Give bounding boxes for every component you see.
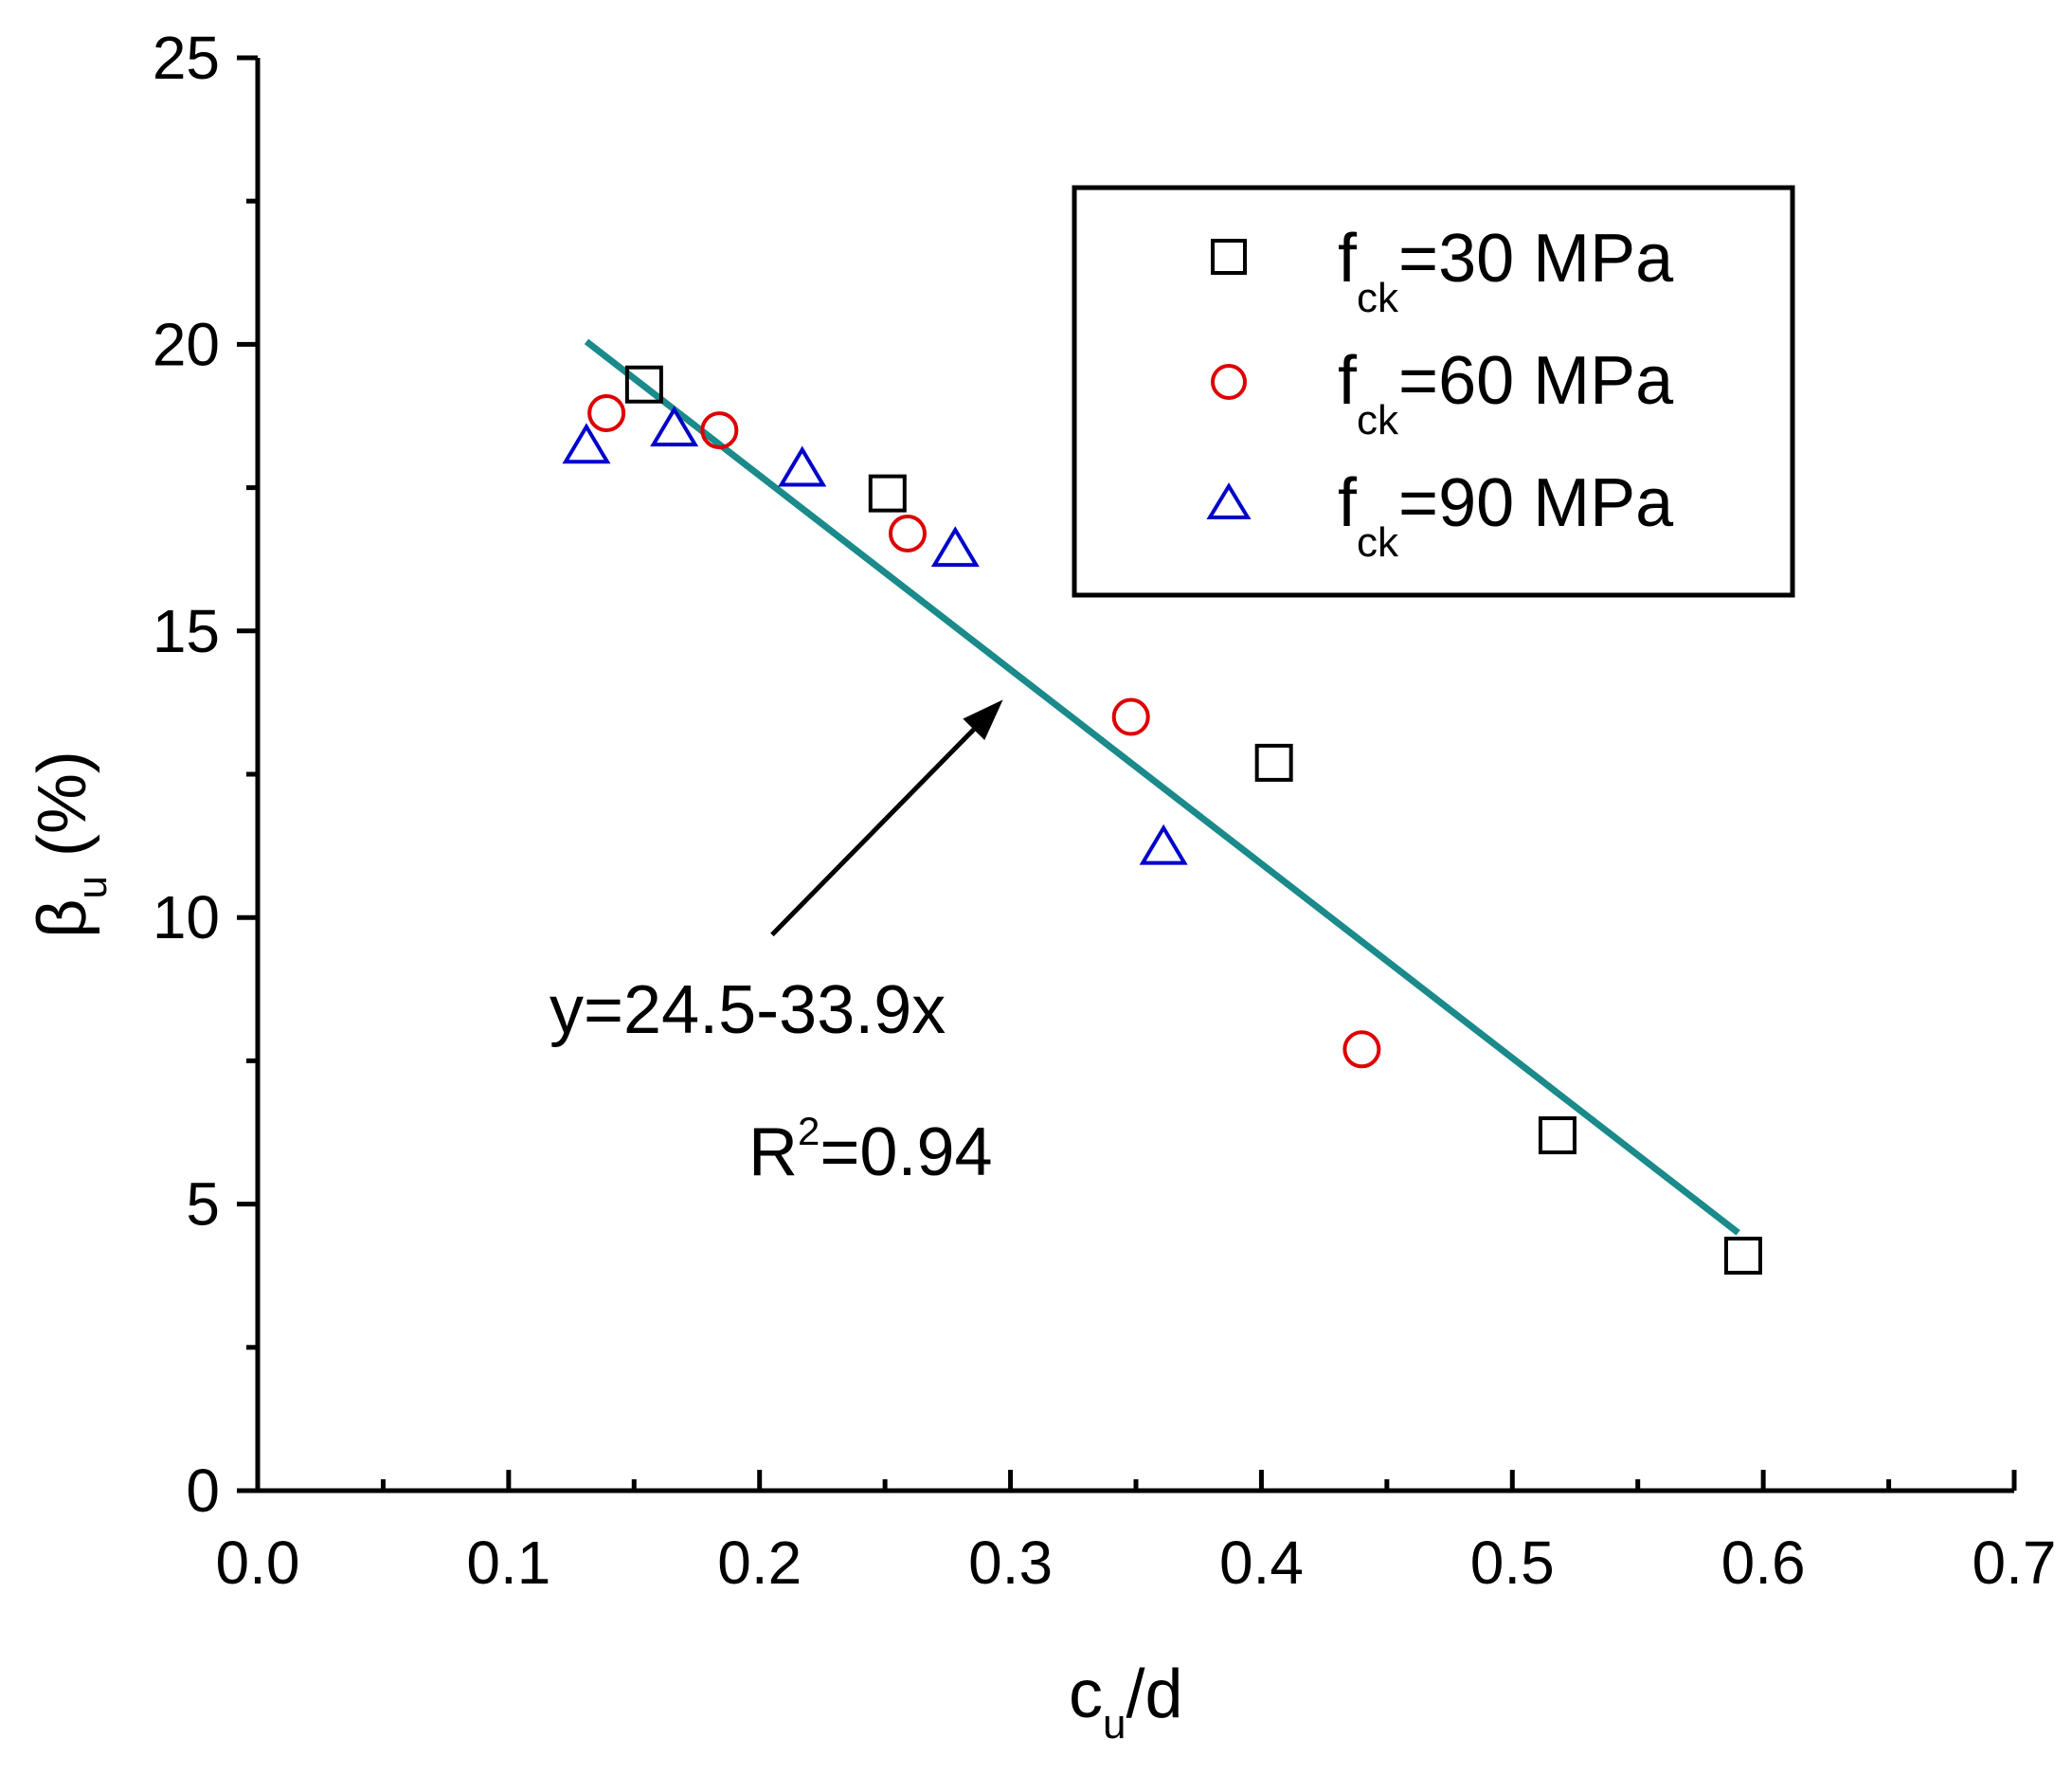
x-tick-label: 0.0 [216, 1529, 300, 1597]
x-tick-label: 0.4 [1219, 1529, 1304, 1597]
annotation-arrow [770, 699, 1003, 937]
legend-label-90-sub: ck [1357, 519, 1399, 566]
arrow-head [963, 699, 1003, 740]
y-axis-title-tail: (%) [25, 751, 100, 876]
point-triangle [930, 526, 980, 568]
point-square [624, 365, 663, 404]
y-axis-title: βu (%) [25, 751, 116, 938]
point-square [1538, 1116, 1577, 1155]
legend: fck=30 MPa fck=60 MPa fck=90 MPa [1072, 185, 1795, 598]
r-squared: R2=0.94 [748, 1109, 993, 1190]
fit-line [584, 338, 1740, 1236]
x-tick-label: 0.2 [717, 1529, 802, 1597]
legend-box [1072, 185, 1795, 598]
point-circle [1342, 1030, 1381, 1069]
x-tick-label: 0.5 [1470, 1529, 1555, 1597]
legend-label-30: fck=30 MPa [1338, 221, 1674, 321]
legend-label-60-tail: =60 MPa [1398, 343, 1674, 419]
legend-label-60-sub: ck [1357, 397, 1399, 444]
point-circle [888, 514, 927, 552]
point-triangle [562, 423, 611, 464]
y-tick-label: 10 [153, 883, 220, 951]
y-tick-label: 15 [153, 597, 220, 665]
point-square [868, 474, 907, 513]
legend-label-60-main: f [1338, 343, 1358, 419]
legend-marker-circle [1211, 364, 1247, 400]
y-ticks [237, 55, 258, 1493]
point-circle [1111, 697, 1150, 736]
point-square [1254, 743, 1293, 782]
y-tick-label: 25 [153, 24, 220, 92]
y-axis-title-sub: u [69, 876, 116, 898]
point-square [1723, 1237, 1762, 1276]
legend-marker-square [1211, 239, 1247, 275]
x-tick-label: 0.3 [968, 1529, 1053, 1597]
legend-label-60: fck=60 MPa [1338, 343, 1674, 444]
point-triangle [1139, 824, 1188, 865]
r-squared-sup: 2 [798, 1109, 820, 1153]
legend-label-90: fck=90 MPa [1338, 465, 1674, 566]
r-squared-main: R [748, 1114, 798, 1190]
x-ticks [255, 1470, 2017, 1491]
point-triangle [778, 445, 827, 487]
legend-label-30-sub: ck [1357, 275, 1399, 321]
legend-marker-triangle [1206, 482, 1252, 519]
y-tick-label: 5 [186, 1170, 220, 1239]
r-squared-tail: =0.94 [820, 1114, 992, 1190]
legend-label-90-main: f [1338, 465, 1358, 541]
arrow-shaft [770, 728, 976, 937]
point-circle [587, 393, 626, 432]
x-tick-label: 0.1 [466, 1529, 550, 1597]
x-axis-title-main: c [1069, 1656, 1103, 1732]
y-tick-label: 0 [186, 1457, 220, 1525]
legend-label-90-tail: =90 MPa [1398, 465, 1674, 541]
x-tick-label: 0.7 [1973, 1529, 2057, 1597]
legend-label-30-main: f [1338, 221, 1358, 297]
x-tick-label: 0.6 [1721, 1529, 1806, 1597]
legend-label-30-tail: =30 MPa [1398, 221, 1674, 297]
x-tick-labels: 0.0 0.1 0.2 0.3 0.4 0.5 0.6 0.7 [216, 1529, 2057, 1597]
x-axis-title-tail: /d [1126, 1656, 1182, 1732]
y-tick-label: 20 [153, 310, 220, 378]
y-axis-title-main: β [25, 899, 100, 938]
point-triangle [650, 406, 699, 447]
x-axis-title-sub: u [1103, 1701, 1126, 1747]
point-circle [700, 411, 739, 450]
y-tick-labels: 0 5 10 15 20 25 [153, 24, 220, 1525]
data-markers [562, 365, 1762, 1276]
x-axis-title: cu/d [1069, 1656, 1183, 1747]
fit-equation: y=24.5-33.9x [550, 972, 946, 1048]
